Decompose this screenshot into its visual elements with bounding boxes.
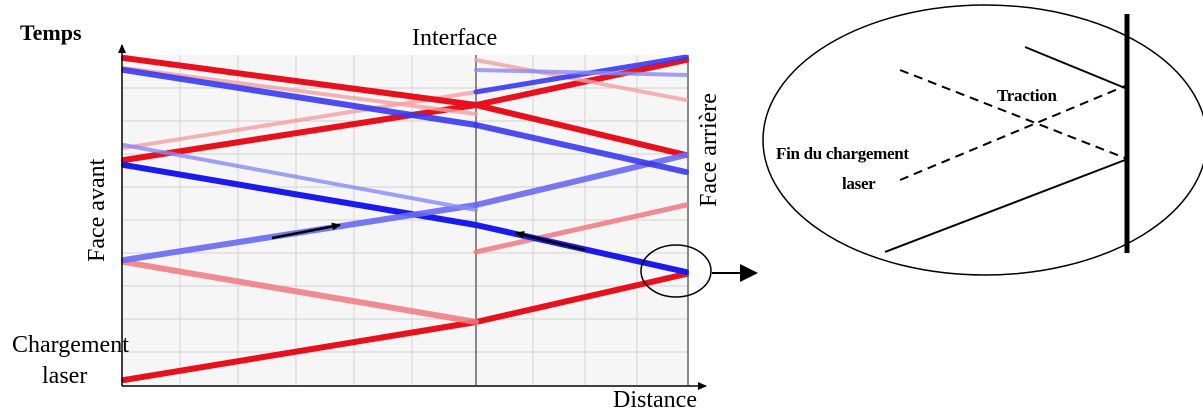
wave-tension-band xyxy=(474,68,688,77)
arrow-right-icon xyxy=(271,222,341,240)
laser-loading-label-line1: Chargement xyxy=(12,332,129,358)
wave-compression-band xyxy=(121,259,479,325)
zoom-callout xyxy=(640,244,758,298)
zoom-dashed-line xyxy=(899,85,1126,181)
time-axis-label: Temps xyxy=(20,20,82,45)
wave-compression-band xyxy=(122,66,478,116)
zoom-circle-icon xyxy=(640,244,712,298)
zoom-solid-line xyxy=(884,159,1126,253)
zoom-inset xyxy=(762,4,1203,276)
wave-compression-band xyxy=(473,102,689,158)
wave-compression-band xyxy=(122,90,478,150)
wave-tension-band xyxy=(121,67,479,128)
zoom-ellipse xyxy=(762,4,1203,276)
wave-compression-band xyxy=(473,271,689,325)
end-of-loading-label-line1: Fin du chargement xyxy=(776,144,909,163)
end-of-loading-label-line2: laser xyxy=(842,174,876,193)
rear-face-label: Face arrière xyxy=(696,93,722,207)
zoom-dashed-line xyxy=(899,69,1126,159)
wave-tension-band xyxy=(473,122,689,175)
arrow-left-icon xyxy=(515,231,586,252)
front-face-label: Face avant xyxy=(84,158,110,262)
interface-label: Interface xyxy=(412,25,498,51)
plot-grid xyxy=(122,55,689,385)
wave-compression-band xyxy=(473,202,689,255)
wave-tension-band xyxy=(122,143,478,212)
callout-arrow-head xyxy=(740,264,758,282)
zoom-solid-line xyxy=(1024,46,1126,89)
wave-compression-band xyxy=(121,319,479,383)
wave-compression-band xyxy=(474,58,688,102)
direction-arrows xyxy=(271,222,586,252)
traction-label: Traction xyxy=(997,86,1057,105)
distance-axis-label: Distance xyxy=(613,387,697,413)
wave-compression-band xyxy=(121,55,479,108)
wave-compression-band xyxy=(473,57,689,108)
axes xyxy=(118,44,707,390)
laser-loading-label-line2: laser xyxy=(42,363,88,389)
wave-bands xyxy=(121,54,689,383)
